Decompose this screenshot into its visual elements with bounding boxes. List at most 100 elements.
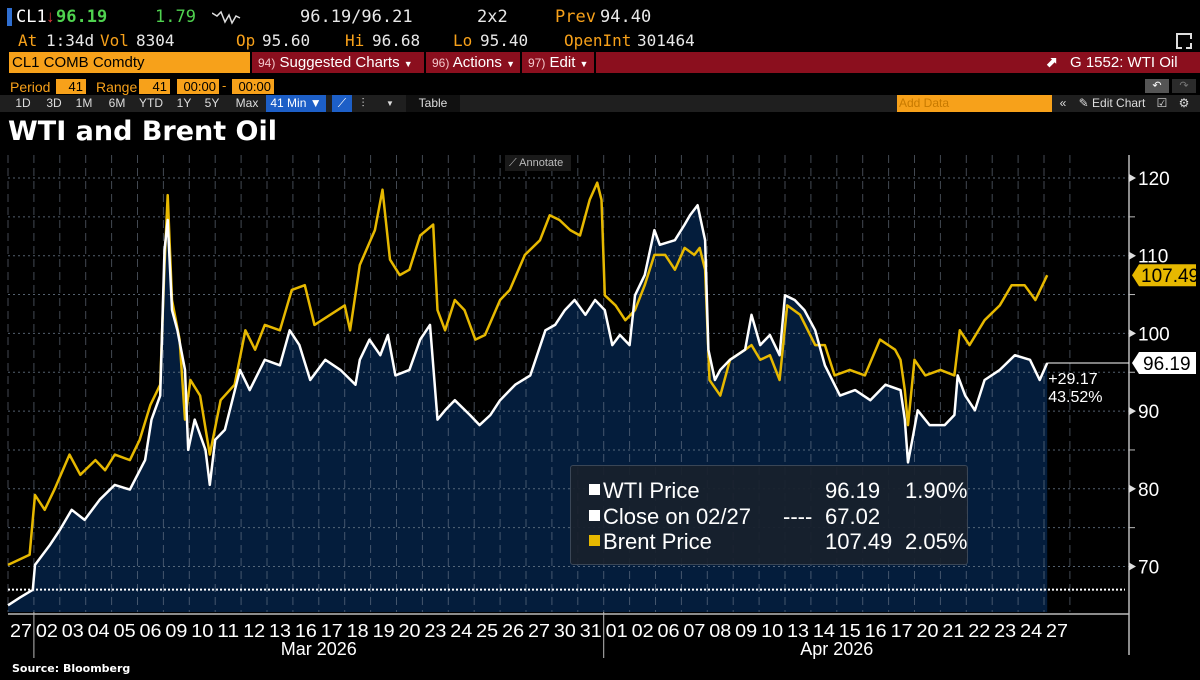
range-input[interactable]: 41 (139, 79, 170, 94)
external-link-icon[interactable]: ⬈ (1045, 54, 1058, 71)
suggested-charts-menu[interactable]: 94) Suggested Charts ▼ (252, 52, 419, 73)
range-5y-button[interactable]: 5Y (204, 96, 220, 110)
period-label: Period (10, 79, 51, 95)
range-end-time[interactable]: 00:00 (232, 79, 274, 94)
annotate-button[interactable]: ⟋ Annotate (505, 155, 571, 171)
gear-icon[interactable]: ⚙ (1178, 96, 1190, 110)
range-1m-button[interactable]: 1M (75, 96, 93, 110)
x-tick-label: 22 (968, 621, 990, 641)
x-tick-label: 13 (787, 621, 809, 641)
month-label: Apr 2026 (800, 639, 873, 659)
chart-id: G 1552: WTI Oil (1070, 54, 1178, 71)
collapse-icon[interactable]: « (1059, 96, 1067, 110)
period-input[interactable]: 41 (56, 79, 86, 94)
wti-last-tag (1132, 352, 1196, 375)
chart-toolbar: 1D 3D 1M 6M YTD 1Y 5Y Max 41 Min ▼ ⟋ ⫶ ▼… (0, 95, 1200, 112)
y-tick-arrow (1129, 251, 1136, 260)
table-button[interactable]: Table (406, 95, 460, 112)
open-interest: 301464 (637, 31, 695, 50)
legend-close-ref: Close on 02/27 ---- 67.02 (589, 504, 880, 530)
x-tick-label: 02 (632, 621, 654, 641)
bar-chart-icon[interactable]: ⫶ (361, 96, 365, 110)
net-change: 1.79 (155, 7, 196, 27)
range-3d-button[interactable]: 3D (46, 96, 62, 110)
wti-change-abs: +29.17 (1048, 371, 1097, 388)
y-tick-arrow (1129, 407, 1136, 416)
x-tick-label: 10 (761, 621, 783, 641)
range-start-time[interactable]: 00:00 (177, 79, 219, 94)
y-tick-label: 90 (1138, 402, 1159, 423)
open-price: 95.60 (262, 31, 311, 50)
high-price: 96.68 (372, 31, 421, 50)
x-tick-label: 27 (1046, 621, 1068, 641)
last-price: 96.19 (56, 7, 108, 27)
annotate-tool-icon[interactable]: ☑ (1156, 96, 1168, 110)
volume: 8304 (136, 31, 175, 50)
interval-dropdown[interactable]: 41 Min ▼ (266, 95, 326, 112)
range-1d-button[interactable]: 1D (15, 96, 31, 110)
y-tick-arrow (1129, 562, 1136, 571)
chart-type-dropdown-icon[interactable]: ▼ (386, 99, 394, 108)
range-ytd-button[interactable]: YTD (139, 96, 163, 110)
x-tick-label: 08 (709, 621, 731, 641)
y-tick-label: 100 (1138, 324, 1170, 345)
y-tick-arrow (1129, 484, 1136, 493)
x-tick-label: 11 (217, 621, 239, 641)
x-tick-label: 13 (269, 621, 291, 641)
source-note: Source: Bloomberg (12, 662, 131, 675)
open-label: Op (236, 31, 256, 50)
x-tick-label: 21 (942, 621, 964, 641)
x-tick-label: 26 (502, 621, 524, 641)
range-6m-button[interactable]: 6M (108, 96, 126, 110)
legend-brent: Brent Price 107.49 2.05% (589, 529, 967, 555)
range-max-button[interactable]: Max (235, 96, 259, 110)
x-tick-label: 15 (839, 621, 861, 641)
down-arrow-icon: ↓ (46, 7, 55, 26)
x-tick-label: 24 (1020, 621, 1042, 641)
low-label: Lo (453, 31, 473, 50)
wti-change-pct: 43.52% (1048, 389, 1102, 406)
redo-icon[interactable]: ↷ (1172, 79, 1196, 93)
x-tick-label: 20 (399, 621, 421, 641)
x-tick-label: 09 (165, 621, 187, 641)
x-tick-label: 12 (243, 621, 265, 641)
x-tick-label: 30 (554, 621, 576, 641)
prev-label: Prev (555, 7, 596, 27)
line-chart-icon[interactable]: ⟋ (332, 95, 352, 112)
wti-swatch (589, 484, 600, 495)
x-tick-label: 05 (114, 621, 136, 641)
x-tick-label: 24 (450, 621, 472, 641)
x-tick-label: 23 (424, 621, 446, 641)
add-data-input[interactable]: Add Data (897, 95, 1052, 112)
y-tick-arrow (1129, 329, 1136, 338)
security-input[interactable]: CL1 COMB Comdty (9, 52, 250, 73)
edit-chart-button[interactable]: ✎ Edit Chart (1078, 96, 1146, 110)
brent-swatch (589, 535, 600, 546)
ticker[interactable]: CL1 (16, 7, 47, 27)
range-1y-button[interactable]: 1Y (176, 96, 192, 110)
x-tick-label: 09 (735, 621, 757, 641)
x-tick-label: 16 (865, 621, 887, 641)
edit-menu[interactable]: 97) Edit ▼ (520, 52, 597, 73)
month-label: Mar 2026 (281, 639, 357, 659)
x-tick-label: 01 (606, 621, 628, 641)
brent-last-value: 107.49 (1141, 266, 1199, 287)
expand-window-icon[interactable] (1176, 33, 1192, 49)
high-label: Hi (345, 31, 365, 50)
x-tick-label: 18 (347, 621, 369, 641)
actions-menu[interactable]: 96) Actions ▼ (424, 52, 521, 73)
x-tick-label: 04 (88, 621, 110, 641)
y-tick-label: 80 (1138, 480, 1159, 501)
vol-label: Vol (100, 31, 129, 50)
prev-close: 94.40 (600, 7, 652, 27)
security-marker (7, 8, 12, 26)
pencil-icon: ✎ (1078, 96, 1089, 110)
at-label: At (18, 31, 38, 50)
undo-icon[interactable]: ↶ (1145, 79, 1169, 93)
pencil-icon: ⟋ (509, 157, 517, 169)
x-tick-label: 06 (658, 621, 680, 641)
at-time: 1:34d (46, 31, 95, 50)
x-tick-label: 17 (891, 621, 913, 641)
y-tick-arrow (1129, 174, 1136, 182)
x-tick-label: 10 (191, 621, 213, 641)
